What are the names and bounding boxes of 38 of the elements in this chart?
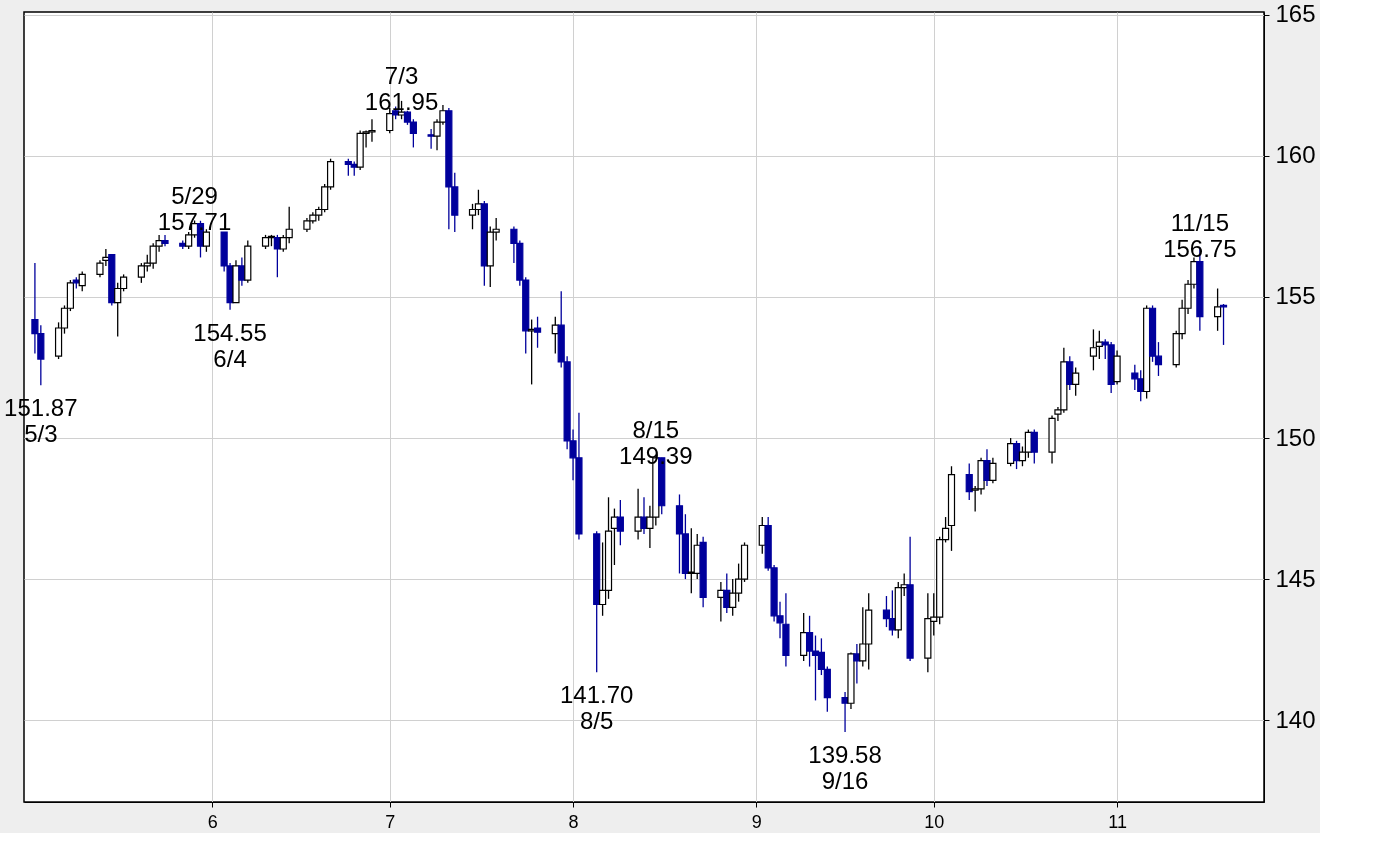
candlestick [1066,355,1074,391]
x-tick-label: 8 [568,811,579,832]
x-tick-label: 6 [207,811,218,832]
candlestick [853,643,861,685]
candlestick [1131,364,1139,391]
candlestick [1214,287,1222,332]
annotation: 141.70 8/5 [559,681,634,735]
candlestick [161,234,169,247]
x-tick-label: 10 [924,811,945,832]
annotation: 7/3 161.95 [364,61,439,115]
candlestick [1072,366,1080,397]
candlestick [1012,440,1021,470]
x-tick-label: 9 [751,811,762,832]
y-tick-label: 160 [1275,141,1316,169]
y-tick-label: 165 [1275,0,1316,28]
y-tick-label: 140 [1275,705,1316,733]
annotation: 11/15 156.75 [1163,208,1237,262]
candlestick [882,595,891,628]
y-tick-label: 155 [1275,282,1316,310]
candlestick [965,462,973,501]
y-tick-label: 145 [1275,564,1316,592]
candlestick [427,128,435,150]
candlestick [533,316,542,349]
candlestick [1030,428,1038,465]
y-tick-label: 150 [1275,423,1316,451]
annotation: 8/15 149.39 [619,416,693,470]
annotation: 5/29 157.71 [157,181,232,235]
x-tick-label: 7 [385,811,396,832]
annotation: 139.58 9/16 [808,741,882,795]
candlestick [202,228,210,253]
candlestick [687,527,695,594]
candlestick [989,457,997,484]
candlestick [616,499,624,546]
candlestick [78,270,86,292]
candlestick [634,488,642,541]
x-tick-label: 11 [1108,811,1127,832]
annotation: 154.55 6/4 [193,318,267,372]
candlestick [468,203,477,230]
